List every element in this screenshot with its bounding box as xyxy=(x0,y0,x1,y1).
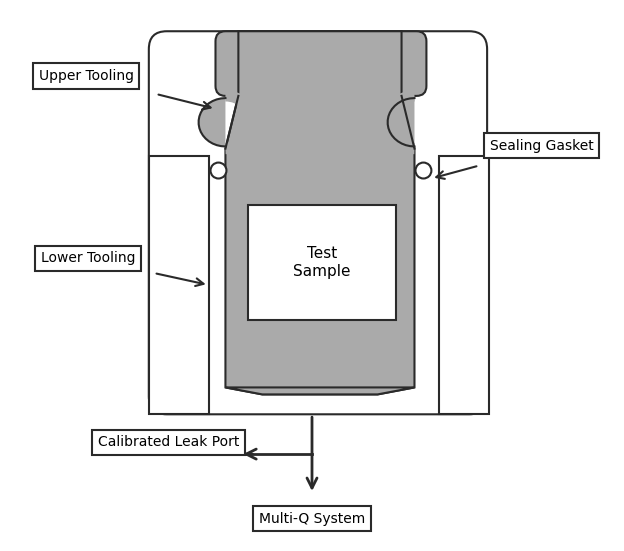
Text: Calibrated Leak Port: Calibrated Leak Port xyxy=(98,435,240,449)
FancyBboxPatch shape xyxy=(149,31,487,414)
Text: Test
Sample: Test Sample xyxy=(293,246,351,279)
Polygon shape xyxy=(388,96,414,149)
Circle shape xyxy=(416,163,431,179)
Bar xyxy=(439,155,489,414)
Text: Lower Tooling: Lower Tooling xyxy=(41,251,135,265)
Polygon shape xyxy=(225,31,414,395)
Polygon shape xyxy=(198,96,225,149)
Text: Sealing Gasket: Sealing Gasket xyxy=(490,139,593,153)
Circle shape xyxy=(210,163,227,179)
Polygon shape xyxy=(225,387,414,395)
Text: Multi-Q System: Multi-Q System xyxy=(259,512,365,526)
Bar xyxy=(248,206,396,320)
FancyBboxPatch shape xyxy=(215,31,426,96)
Text: Upper Tooling: Upper Tooling xyxy=(39,69,134,83)
Bar xyxy=(149,155,208,414)
